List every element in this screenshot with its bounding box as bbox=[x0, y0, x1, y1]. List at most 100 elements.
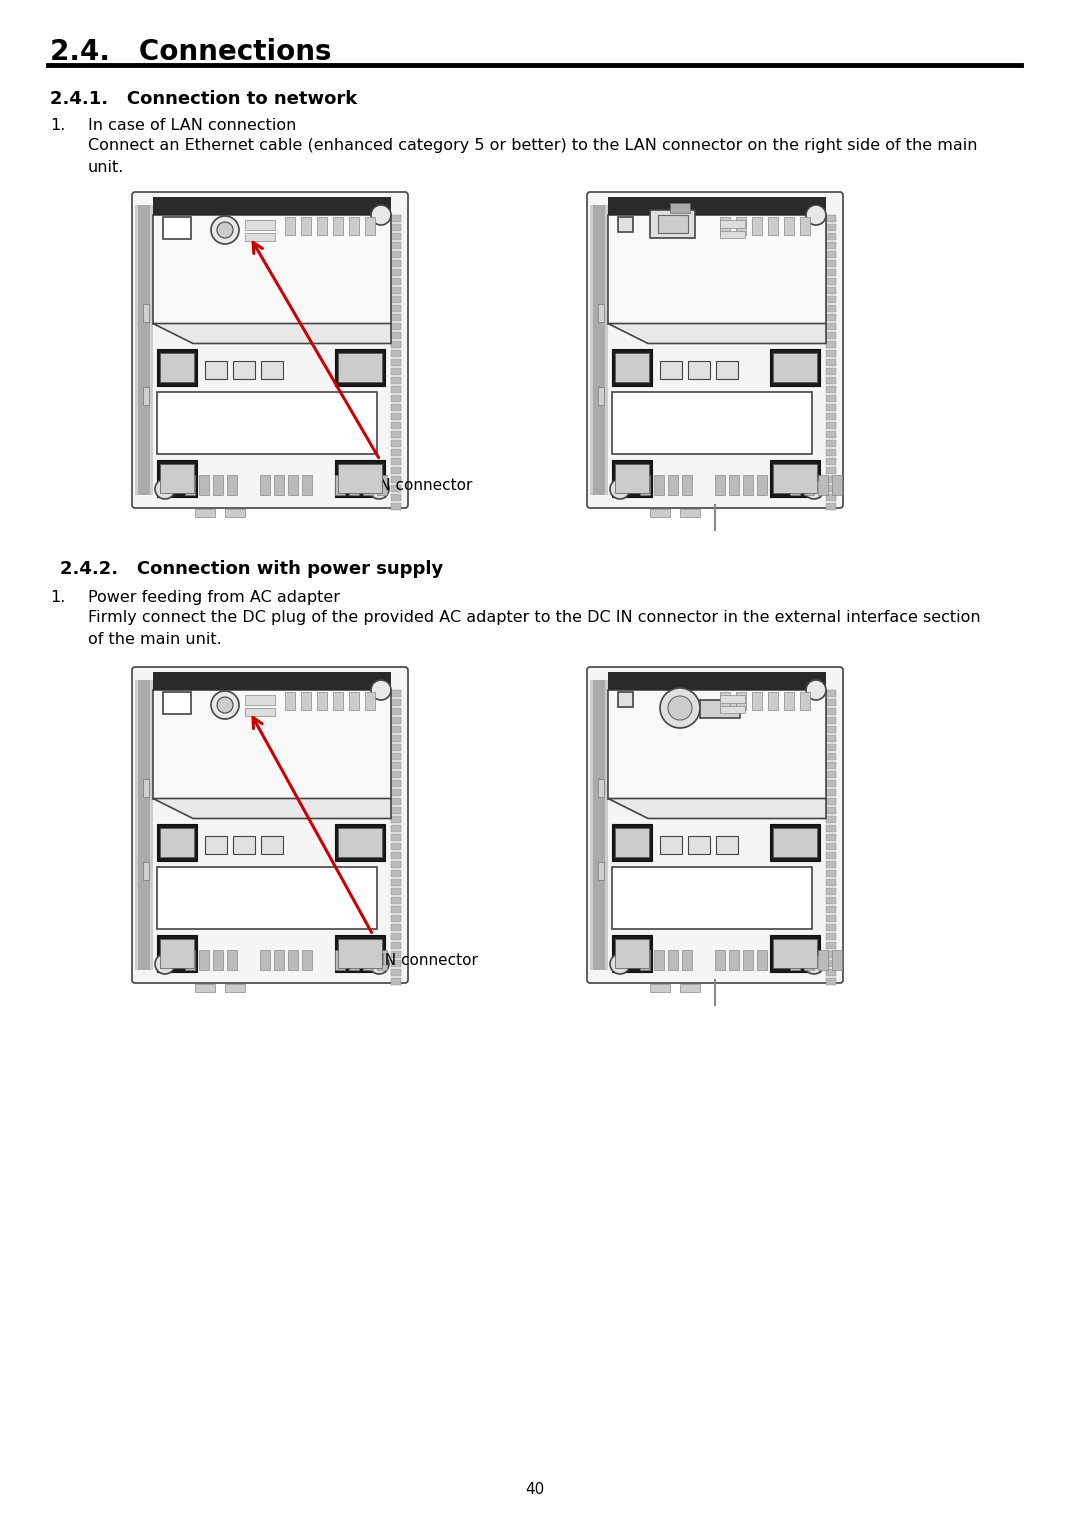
Bar bbox=[391, 978, 401, 985]
Bar bbox=[818, 950, 828, 969]
Bar bbox=[334, 217, 343, 235]
Bar bbox=[593, 680, 605, 969]
Bar bbox=[608, 197, 826, 215]
Bar bbox=[143, 303, 149, 322]
Bar bbox=[391, 743, 401, 751]
Bar bbox=[826, 727, 836, 733]
Bar bbox=[153, 197, 391, 215]
Bar bbox=[826, 341, 836, 347]
Bar bbox=[608, 672, 826, 690]
Circle shape bbox=[155, 954, 175, 974]
Bar bbox=[335, 824, 385, 860]
Bar bbox=[391, 780, 401, 787]
Bar bbox=[391, 807, 401, 815]
Bar bbox=[826, 458, 836, 466]
Bar bbox=[274, 950, 284, 969]
Bar bbox=[157, 349, 197, 385]
Bar bbox=[598, 387, 604, 405]
Bar bbox=[227, 950, 237, 969]
Bar bbox=[233, 361, 255, 379]
Bar bbox=[391, 915, 401, 922]
Bar bbox=[338, 939, 382, 968]
Text: DC IN connector: DC IN connector bbox=[353, 953, 478, 968]
FancyBboxPatch shape bbox=[587, 667, 843, 983]
Bar bbox=[160, 352, 193, 382]
Bar bbox=[590, 680, 608, 969]
Bar bbox=[335, 950, 345, 969]
Bar bbox=[826, 951, 836, 959]
Bar bbox=[138, 680, 150, 969]
Bar bbox=[153, 690, 391, 798]
Text: Firmly connect the DC plug of the provided AC adapter to the DC IN connector in : Firmly connect the DC plug of the provid… bbox=[88, 610, 980, 648]
Circle shape bbox=[668, 696, 692, 721]
Bar bbox=[391, 789, 401, 796]
Bar bbox=[804, 475, 814, 495]
Bar bbox=[391, 816, 401, 824]
Bar bbox=[245, 220, 275, 231]
Bar bbox=[338, 352, 382, 382]
Bar bbox=[773, 827, 817, 857]
Bar bbox=[721, 695, 745, 702]
Bar bbox=[143, 862, 149, 880]
Bar bbox=[391, 449, 401, 457]
Bar bbox=[716, 361, 738, 379]
Bar bbox=[735, 692, 746, 710]
Bar bbox=[680, 983, 700, 992]
Bar bbox=[317, 217, 327, 235]
Bar bbox=[773, 352, 817, 382]
Bar bbox=[391, 485, 401, 492]
Bar bbox=[303, 475, 312, 495]
Bar bbox=[162, 217, 191, 240]
Bar bbox=[135, 205, 153, 495]
Polygon shape bbox=[153, 798, 391, 819]
Circle shape bbox=[217, 696, 233, 713]
Bar bbox=[348, 217, 359, 235]
Bar bbox=[826, 924, 836, 931]
Bar bbox=[826, 718, 836, 724]
Bar bbox=[157, 460, 197, 498]
Bar bbox=[640, 475, 650, 495]
Bar bbox=[615, 352, 649, 382]
Circle shape bbox=[369, 479, 389, 499]
Bar bbox=[245, 708, 275, 716]
Bar bbox=[391, 862, 401, 868]
Bar bbox=[826, 933, 836, 941]
Bar bbox=[377, 475, 387, 495]
Bar bbox=[391, 259, 401, 267]
Bar bbox=[650, 983, 670, 992]
Text: Power feeding from AC adapter: Power feeding from AC adapter bbox=[88, 590, 340, 605]
Bar bbox=[391, 834, 401, 840]
Bar bbox=[365, 217, 375, 235]
Bar bbox=[348, 475, 359, 495]
Bar bbox=[826, 853, 836, 859]
Bar bbox=[826, 843, 836, 850]
Bar bbox=[826, 360, 836, 366]
Bar bbox=[391, 431, 401, 438]
Bar bbox=[729, 475, 739, 495]
Bar bbox=[160, 464, 193, 493]
Bar bbox=[391, 323, 401, 331]
Bar bbox=[391, 243, 401, 249]
Bar bbox=[615, 939, 649, 968]
Circle shape bbox=[211, 215, 239, 244]
Bar bbox=[700, 699, 740, 718]
Circle shape bbox=[610, 479, 630, 499]
Bar bbox=[143, 778, 149, 796]
Bar bbox=[185, 475, 195, 495]
Bar bbox=[721, 705, 745, 713]
Bar bbox=[818, 475, 828, 495]
Bar bbox=[391, 906, 401, 913]
Bar bbox=[195, 508, 215, 516]
Circle shape bbox=[217, 221, 233, 238]
Bar bbox=[826, 422, 836, 429]
Bar bbox=[615, 464, 649, 493]
Bar bbox=[391, 843, 401, 850]
Bar bbox=[615, 827, 649, 857]
Bar bbox=[338, 464, 382, 493]
Bar bbox=[335, 934, 385, 972]
Bar bbox=[598, 862, 604, 880]
Bar bbox=[598, 778, 604, 796]
Bar bbox=[261, 361, 283, 379]
Bar bbox=[800, 692, 810, 710]
Bar bbox=[826, 690, 836, 696]
